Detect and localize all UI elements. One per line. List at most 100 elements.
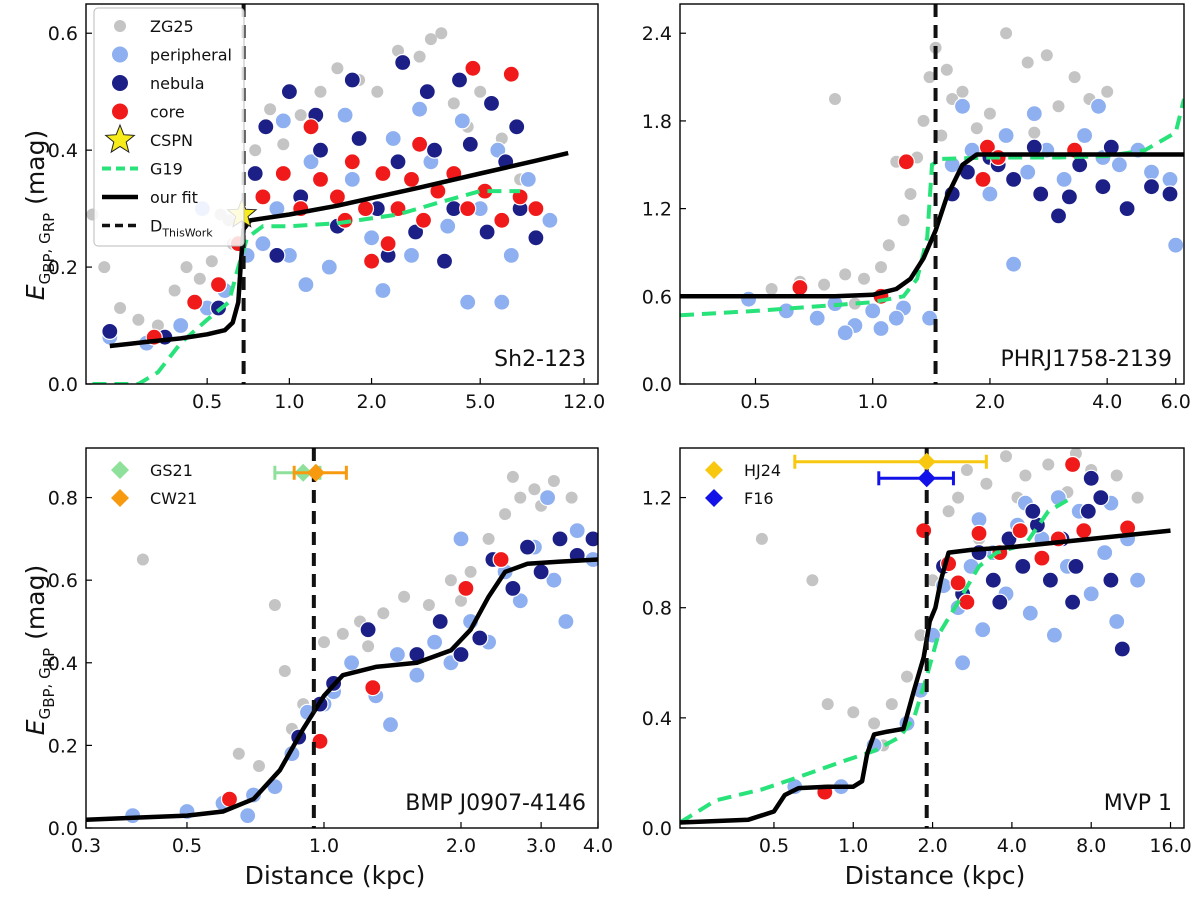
point-core bbox=[1033, 549, 1051, 567]
point-nebula bbox=[471, 629, 489, 647]
point-core bbox=[970, 524, 988, 543]
point-peripheral bbox=[172, 316, 190, 335]
x-axis-title-left: Distance (kpc) bbox=[245, 861, 426, 890]
point-zg25 bbox=[98, 261, 111, 274]
point-core bbox=[897, 153, 915, 171]
point-nebula bbox=[425, 141, 444, 159]
point-zg25 bbox=[923, 71, 936, 84]
y-tick-label: 0.4 bbox=[48, 140, 78, 162]
x-tick-label: 4.0 bbox=[997, 835, 1027, 857]
point-zg25 bbox=[970, 122, 983, 135]
y-tick-label: 0.4 bbox=[642, 708, 672, 730]
y-tick-label: 0.0 bbox=[48, 818, 78, 840]
point-zg25 bbox=[278, 665, 291, 677]
point-zg25 bbox=[858, 272, 870, 285]
point-peripheral bbox=[1075, 126, 1094, 145]
point-zg25 bbox=[455, 594, 467, 607]
point-zg25 bbox=[917, 114, 930, 127]
point-peripheral bbox=[274, 112, 292, 130]
point-peripheral bbox=[1167, 236, 1184, 254]
point-zg25 bbox=[424, 33, 437, 46]
point-core bbox=[186, 293, 204, 311]
point-zg25 bbox=[980, 477, 993, 490]
point-nebula bbox=[311, 141, 330, 159]
x-tick-label: 16.0 bbox=[1149, 835, 1191, 857]
point-nebula bbox=[1060, 188, 1079, 206]
point-core bbox=[492, 550, 510, 569]
point-nebula bbox=[1049, 207, 1068, 225]
legend-box bbox=[93, 7, 245, 247]
x-tick-label: 2.0 bbox=[917, 835, 947, 857]
point-zg25 bbox=[331, 62, 344, 75]
point-zg25 bbox=[1021, 56, 1034, 69]
point-zg25 bbox=[249, 144, 262, 157]
point-peripheral bbox=[872, 319, 890, 338]
legend-label: GS21 bbox=[150, 461, 193, 480]
point-zg25 bbox=[821, 698, 834, 711]
point-peripheral bbox=[1096, 543, 1114, 562]
x-tick-label: 0.5 bbox=[172, 835, 202, 857]
point-peripheral bbox=[1045, 626, 1064, 644]
point-peripheral bbox=[974, 621, 992, 639]
point-nebula bbox=[1118, 200, 1136, 218]
legend-label: G19 bbox=[150, 160, 183, 179]
point-peripheral bbox=[541, 211, 559, 229]
point-nebula bbox=[389, 153, 407, 171]
point-zg25 bbox=[474, 85, 487, 98]
point-zg25 bbox=[1068, 71, 1081, 84]
fit-curve bbox=[680, 152, 1184, 299]
point-zg25 bbox=[392, 44, 404, 57]
point-zg25 bbox=[294, 109, 307, 122]
point-peripheral bbox=[1004, 255, 1023, 273]
point-nebula bbox=[478, 223, 496, 241]
point-zg25 bbox=[914, 629, 927, 642]
point-zg25 bbox=[829, 93, 841, 105]
g19-curve bbox=[92, 189, 521, 384]
panel-bmp-j0907-4146: 0.3 0.5 1.0 2.0 3.0 4.0 0.0 0.2 0.4 0.6 0.8 BMP J09… bbox=[48, 447, 613, 857]
point-peripheral bbox=[1089, 97, 1108, 115]
point-peripheral bbox=[568, 521, 586, 540]
x-tick-label: 1.0 bbox=[309, 835, 339, 857]
point-zg25 bbox=[314, 85, 327, 98]
x-tick-label: 1.0 bbox=[274, 391, 304, 413]
y-tick-label: 2.4 bbox=[642, 23, 672, 45]
point-zg25 bbox=[413, 50, 426, 63]
point-zg25 bbox=[362, 640, 375, 653]
legend-marker bbox=[112, 75, 128, 91]
point-zg25 bbox=[336, 627, 349, 640]
x-tick-label: 5.0 bbox=[465, 391, 495, 413]
point-core bbox=[1011, 521, 1029, 540]
point-zg25 bbox=[547, 475, 560, 487]
reference-hj24 bbox=[917, 452, 936, 471]
legend-item-hj24: HJ24 bbox=[705, 461, 781, 480]
legend: HJ24 F16 bbox=[705, 461, 781, 508]
panel-label: MVP 1 bbox=[1104, 791, 1172, 816]
point-core bbox=[379, 235, 397, 253]
x-tick-label: 2.0 bbox=[356, 391, 386, 413]
point-core bbox=[343, 153, 361, 171]
point-core bbox=[374, 164, 392, 183]
legend-label-sub: ThisWork bbox=[161, 227, 213, 240]
point-peripheral bbox=[557, 612, 575, 631]
point-core bbox=[464, 59, 482, 77]
point-zg25 bbox=[464, 565, 477, 578]
point-zg25 bbox=[114, 302, 127, 314]
point-nebula bbox=[268, 246, 286, 264]
y-tick-label: 0.8 bbox=[48, 488, 78, 510]
legend-item-peripheral: peripheral bbox=[112, 46, 232, 65]
point-nebula bbox=[280, 83, 298, 101]
legend-marker bbox=[112, 46, 128, 63]
point-zg25 bbox=[495, 132, 508, 145]
point-zg25 bbox=[565, 491, 578, 504]
point-zg25 bbox=[232, 747, 245, 760]
point-zg25 bbox=[1042, 458, 1055, 471]
legend-item-g19: G19 bbox=[102, 160, 183, 179]
point-zg25 bbox=[377, 607, 390, 620]
point-nebula bbox=[1014, 557, 1032, 576]
point-nebula bbox=[518, 538, 537, 556]
point-nebula bbox=[1063, 593, 1082, 611]
legend-label: CSPN bbox=[150, 131, 193, 150]
fit-curve bbox=[86, 557, 598, 822]
point-zg25 bbox=[942, 505, 955, 518]
point-core bbox=[389, 200, 407, 218]
